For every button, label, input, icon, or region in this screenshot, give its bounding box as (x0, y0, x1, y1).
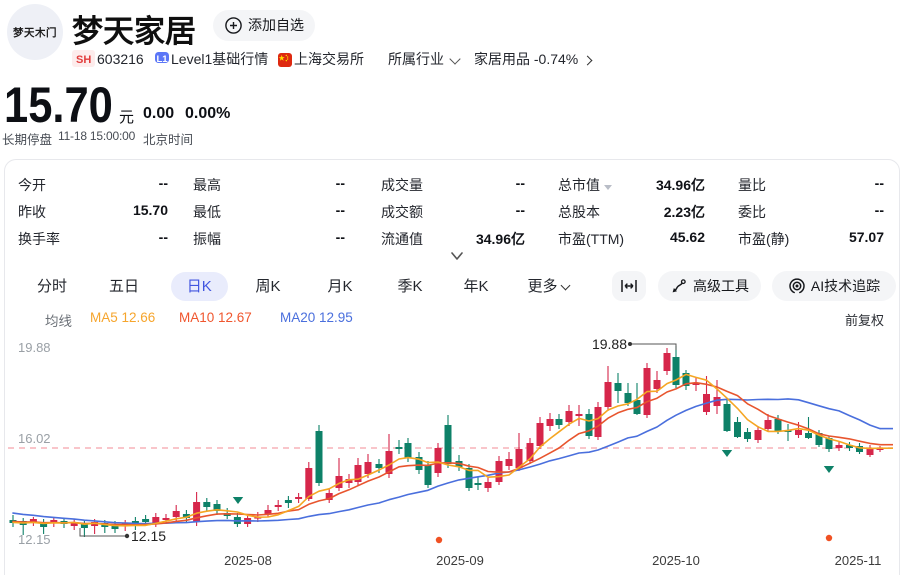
svg-text:16.02: 16.02 (18, 431, 51, 446)
svg-text:2025-08: 2025-08 (224, 553, 272, 568)
svg-text:2025-09: 2025-09 (436, 553, 484, 568)
svg-text:12.15: 12.15 (131, 528, 166, 544)
svg-text:19.88: 19.88 (592, 336, 627, 352)
svg-text:19.88: 19.88 (18, 340, 51, 355)
svg-text:12.15: 12.15 (18, 532, 51, 547)
svg-text:2025-11: 2025-11 (835, 553, 882, 568)
svg-text:2025-10: 2025-10 (652, 553, 700, 568)
